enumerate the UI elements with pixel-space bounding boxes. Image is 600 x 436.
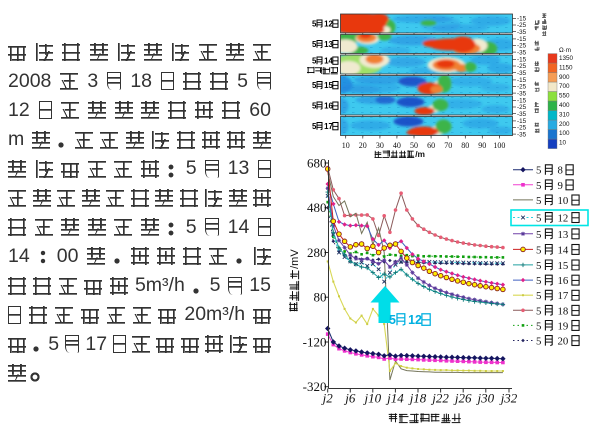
svg-text:-25: -25 [517, 84, 527, 91]
svg-text:j30: j30 [475, 391, 494, 406]
svg-text:10: 10 [342, 141, 350, 150]
svg-text:30: 30 [376, 141, 384, 150]
svg-text:60: 60 [427, 141, 435, 150]
svg-text:5: 5 [536, 305, 541, 317]
svg-text:5: 5 [536, 336, 541, 348]
svg-text:-35: -35 [517, 90, 527, 97]
svg-text:5: 5 [312, 122, 317, 131]
svg-text:1350: 1350 [559, 55, 574, 62]
svg-text:680: 680 [307, 156, 327, 171]
svg-text:50: 50 [410, 141, 418, 150]
svg-text:j10: j10 [362, 391, 381, 406]
svg-text:200: 200 [559, 121, 570, 128]
svg-text:j2: j2 [321, 391, 334, 406]
svg-text:5: 5 [536, 229, 541, 241]
svg-text:5: 5 [389, 313, 396, 327]
svg-text:15: 15 [324, 81, 333, 90]
svg-text:-25: -25 [517, 104, 527, 111]
svg-text:40: 40 [393, 141, 401, 150]
svg-text:9: 9 [558, 180, 563, 192]
svg-text:-15: -15 [517, 118, 527, 125]
svg-text:13: 13 [558, 229, 569, 241]
svg-text:5: 5 [536, 244, 541, 256]
svg-text:550: 550 [559, 93, 570, 100]
svg-text:12: 12 [408, 313, 422, 327]
svg-text:8: 8 [558, 165, 563, 177]
svg-text:16: 16 [558, 275, 569, 287]
svg-text:-15: -15 [517, 98, 527, 105]
svg-text:13: 13 [324, 40, 333, 49]
svg-text:90: 90 [478, 141, 486, 150]
svg-text:-15: -15 [517, 16, 527, 23]
svg-text:5: 5 [536, 260, 541, 272]
svg-text:-320: -320 [303, 379, 327, 394]
svg-text:5: 5 [312, 81, 317, 90]
svg-text:15: 15 [558, 260, 569, 272]
svg-text:-25: -25 [517, 43, 527, 50]
svg-text:14: 14 [558, 244, 569, 256]
svg-text:80: 80 [461, 141, 469, 150]
svg-text:5: 5 [312, 102, 317, 111]
svg-text:5: 5 [312, 40, 317, 49]
svg-text:100: 100 [493, 141, 505, 150]
svg-text:5: 5 [536, 165, 541, 177]
svg-text:j22: j22 [430, 391, 449, 406]
svg-text:5: 5 [536, 195, 541, 207]
svg-text:16: 16 [324, 102, 333, 111]
svg-text:/m: /m [415, 149, 425, 159]
svg-text:-25: -25 [517, 63, 527, 70]
svg-text:5: 5 [536, 290, 541, 302]
svg-text:17: 17 [558, 290, 569, 302]
svg-text:j32: j32 [499, 391, 518, 406]
svg-text:j18: j18 [408, 391, 427, 406]
svg-text:1150: 1150 [559, 64, 573, 71]
svg-text:100: 100 [559, 130, 570, 137]
svg-text:-35: -35 [517, 29, 527, 36]
svg-text:/mV: /mV [289, 249, 301, 269]
svg-text:-35: -35 [517, 70, 527, 77]
svg-text:-35: -35 [517, 131, 527, 138]
svg-text:-15: -15 [517, 77, 527, 84]
svg-text:280: 280 [307, 245, 327, 260]
svg-text:400: 400 [559, 102, 570, 109]
svg-text:17: 17 [324, 122, 333, 131]
svg-text:310: 310 [559, 111, 570, 118]
svg-text:-25: -25 [517, 125, 527, 132]
svg-text:5: 5 [536, 320, 541, 332]
svg-text:-25: -25 [517, 22, 527, 29]
svg-text:j14: j14 [385, 391, 404, 406]
svg-text:14: 14 [324, 57, 333, 66]
svg-text:-35: -35 [517, 111, 527, 118]
svg-text:700: 700 [559, 83, 570, 90]
svg-text:900: 900 [559, 74, 570, 81]
svg-text:j6: j6 [343, 391, 356, 406]
svg-text:10: 10 [559, 140, 567, 147]
svg-text:-120: -120 [303, 335, 327, 350]
svg-text:5: 5 [536, 213, 541, 225]
svg-text:20: 20 [359, 141, 367, 150]
svg-text:-15: -15 [517, 57, 527, 64]
svg-text:12: 12 [324, 20, 333, 29]
svg-text:5: 5 [312, 57, 317, 66]
svg-text:70: 70 [444, 141, 452, 150]
svg-text:20: 20 [558, 336, 569, 348]
svg-text:80: 80 [314, 290, 327, 305]
svg-text:5: 5 [312, 20, 317, 29]
svg-text:5: 5 [536, 180, 541, 192]
svg-text:-35: -35 [517, 49, 527, 56]
svg-text:19: 19 [558, 320, 569, 332]
svg-text:Ω·m: Ω·m [559, 47, 571, 54]
svg-text:10: 10 [558, 195, 569, 207]
svg-text:5: 5 [536, 275, 541, 287]
svg-text:j26: j26 [453, 391, 472, 406]
svg-text:12: 12 [558, 213, 569, 225]
svg-text:480: 480 [307, 200, 327, 215]
svg-text:-15: -15 [517, 36, 527, 43]
svg-text:18: 18 [558, 305, 569, 317]
